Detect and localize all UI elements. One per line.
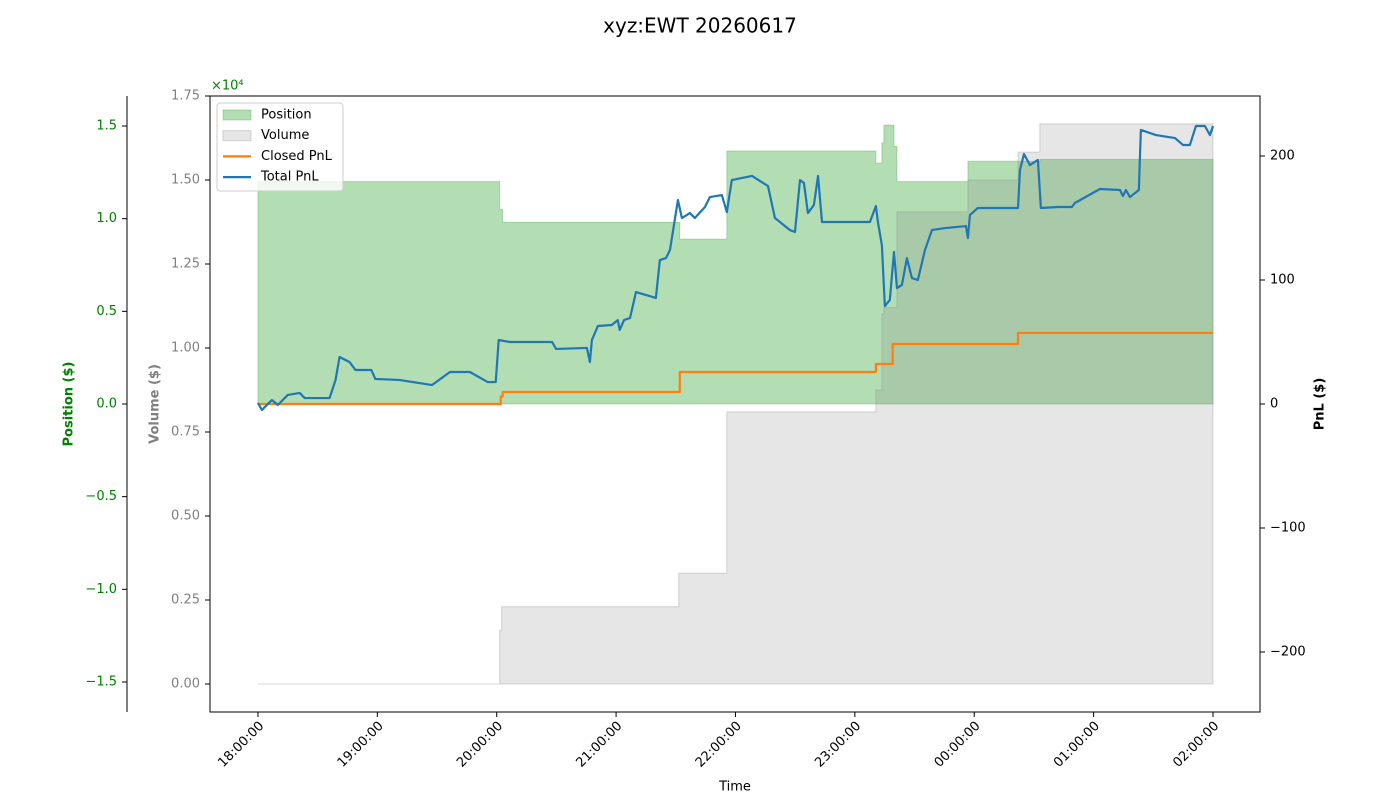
legend-swatch: [222, 109, 252, 121]
y-tick-label: 1.5: [96, 119, 117, 134]
x-tick-label: 01:00:00: [1051, 719, 1103, 771]
legend-swatch: [222, 130, 252, 142]
y-tick-label: −0.5: [85, 489, 117, 504]
area-position: [257, 124, 1214, 405]
y2-axis-label: PnL ($): [1313, 378, 1328, 431]
volume-tick-label: 1.25: [171, 257, 200, 272]
legend-label: Closed PnL: [261, 149, 333, 164]
offset-text: ×10⁴: [211, 79, 244, 94]
volume-axis-label: Volume ($): [148, 364, 163, 444]
x-tick-label: 21:00:00: [573, 719, 625, 771]
line-closed-pnl: [257, 331, 1213, 406]
volume-tick-label: 1.75: [171, 89, 200, 104]
y-tick-label: 1.0: [96, 211, 117, 226]
y-tick-label: 0.5: [96, 304, 117, 319]
x-tick-label: 18:00:00: [215, 719, 267, 771]
volume-tick-label: 0.00: [171, 677, 200, 692]
x-tick-label: 02:00:00: [1170, 719, 1222, 771]
legend-label: Position: [261, 108, 312, 123]
y2-tick-label: −200: [1270, 644, 1306, 659]
x-tick-label: 00:00:00: [932, 719, 984, 771]
legend: Position Volume Closed PnL Total PnL: [216, 102, 344, 192]
y-tick-label: −1.0: [85, 582, 117, 597]
chart-title: xyz:EWT 20260617: [603, 14, 797, 38]
legend-frame: [216, 102, 344, 192]
y-tick-label: 0.0: [96, 397, 117, 412]
y2-tick-label: −100: [1270, 520, 1306, 535]
x-tick-label: 23:00:00: [812, 719, 864, 771]
x-axis-label: Time: [718, 780, 751, 795]
y2-tick-label: 200: [1270, 149, 1295, 164]
legend-label: Total PnL: [260, 170, 319, 185]
x-tick-label: 22:00:00: [693, 719, 745, 771]
legend-label: Volume: [261, 128, 309, 143]
volume-tick-label: 1.50: [171, 173, 200, 188]
y2-tick-label: 100: [1270, 273, 1295, 288]
area-volume: [257, 123, 1214, 685]
volume-tick-label: 1.00: [171, 341, 200, 356]
volume-tick-label: 0.25: [171, 593, 200, 608]
y2-tick-label: 0: [1270, 397, 1278, 412]
y-axis-label: Position ($): [62, 362, 77, 447]
line-total-pnl: [256, 124, 1215, 412]
y-tick-label: −1.5: [85, 674, 117, 689]
volume-tick-label: 0.75: [171, 425, 200, 440]
volume-tick-label: 0.50: [171, 509, 200, 524]
x-tick-label: 19:00:00: [335, 719, 387, 771]
x-tick-label: 20:00:00: [454, 719, 506, 771]
